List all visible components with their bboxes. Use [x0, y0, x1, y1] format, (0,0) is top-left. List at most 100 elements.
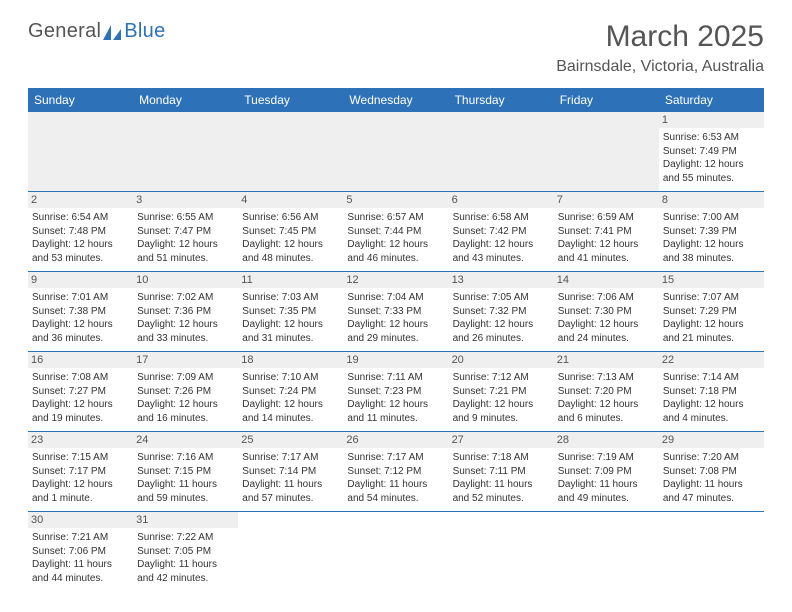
- daylight-text: Daylight: 11 hours: [137, 478, 234, 492]
- daylight-text: and 38 minutes.: [663, 252, 760, 266]
- daylight-text: and 33 minutes.: [137, 332, 234, 346]
- calendar-cell: 5Sunrise: 6:57 AMSunset: 7:44 PMDaylight…: [343, 192, 448, 272]
- daylight-text: Daylight: 12 hours: [663, 318, 760, 332]
- day-number: 5: [343, 192, 448, 208]
- day-number: 23: [28, 432, 133, 448]
- daylight-text: Daylight: 11 hours: [558, 478, 655, 492]
- daylight-text: Daylight: 12 hours: [558, 318, 655, 332]
- daylight-text: Daylight: 12 hours: [242, 238, 339, 252]
- daylight-text: Daylight: 12 hours: [347, 238, 444, 252]
- day-number: 18: [238, 352, 343, 368]
- sunrise-text: Sunrise: 7:04 AM: [347, 291, 444, 305]
- daylight-text: Daylight: 12 hours: [663, 158, 760, 172]
- calendar-cell: 23Sunrise: 7:15 AMSunset: 7:17 PMDayligh…: [28, 432, 133, 512]
- day-header: Sunday: [28, 88, 133, 112]
- day-number: 24: [133, 432, 238, 448]
- day-number: 9: [28, 272, 133, 288]
- day-number: 15: [659, 272, 764, 288]
- daylight-text: and 31 minutes.: [242, 332, 339, 346]
- sunrise-text: Sunrise: 7:13 AM: [558, 371, 655, 385]
- sunset-text: Sunset: 7:08 PM: [663, 465, 760, 479]
- calendar-table: SundayMondayTuesdayWednesdayThursdayFrid…: [28, 88, 764, 591]
- sunset-text: Sunset: 7:36 PM: [137, 305, 234, 319]
- daylight-text: and 46 minutes.: [347, 252, 444, 266]
- sunrise-text: Sunrise: 7:02 AM: [137, 291, 234, 305]
- day-number: 14: [554, 272, 659, 288]
- sunset-text: Sunset: 7:23 PM: [347, 385, 444, 399]
- sunset-text: Sunset: 7:15 PM: [137, 465, 234, 479]
- calendar-cell: 28Sunrise: 7:19 AMSunset: 7:09 PMDayligh…: [554, 432, 659, 512]
- calendar-week: 30Sunrise: 7:21 AMSunset: 7:06 PMDayligh…: [28, 512, 764, 592]
- day-number: 6: [449, 192, 554, 208]
- calendar-cell: [554, 512, 659, 592]
- daylight-text: Daylight: 12 hours: [242, 398, 339, 412]
- calendar-cell: 16Sunrise: 7:08 AMSunset: 7:27 PMDayligh…: [28, 352, 133, 432]
- calendar-cell: 19Sunrise: 7:11 AMSunset: 7:23 PMDayligh…: [343, 352, 448, 432]
- daylight-text: and 51 minutes.: [137, 252, 234, 266]
- daylight-text: Daylight: 11 hours: [453, 478, 550, 492]
- daylight-text: Daylight: 12 hours: [558, 398, 655, 412]
- day-number: 27: [449, 432, 554, 448]
- sunrise-text: Sunrise: 7:09 AM: [137, 371, 234, 385]
- daylight-text: Daylight: 12 hours: [32, 238, 129, 252]
- calendar-cell: [449, 112, 554, 192]
- sail-icon: [103, 24, 123, 40]
- sunset-text: Sunset: 7:11 PM: [453, 465, 550, 479]
- daylight-text: Daylight: 12 hours: [137, 318, 234, 332]
- sunrise-text: Sunrise: 7:01 AM: [32, 291, 129, 305]
- daylight-text: and 53 minutes.: [32, 252, 129, 266]
- sunset-text: Sunset: 7:49 PM: [663, 145, 760, 159]
- calendar-week: 16Sunrise: 7:08 AMSunset: 7:27 PMDayligh…: [28, 352, 764, 432]
- day-number: 21: [554, 352, 659, 368]
- daylight-text: Daylight: 11 hours: [347, 478, 444, 492]
- calendar-cell: [28, 112, 133, 192]
- calendar-cell: [343, 112, 448, 192]
- daylight-text: and 42 minutes.: [137, 572, 234, 586]
- sunset-text: Sunset: 7:45 PM: [242, 225, 339, 239]
- daylight-text: and 29 minutes.: [347, 332, 444, 346]
- calendar-cell: 20Sunrise: 7:12 AMSunset: 7:21 PMDayligh…: [449, 352, 554, 432]
- sunset-text: Sunset: 7:35 PM: [242, 305, 339, 319]
- calendar-cell: 29Sunrise: 7:20 AMSunset: 7:08 PMDayligh…: [659, 432, 764, 512]
- day-header: Friday: [554, 88, 659, 112]
- day-number: 25: [238, 432, 343, 448]
- daylight-text: and 16 minutes.: [137, 412, 234, 426]
- sunrise-text: Sunrise: 7:14 AM: [663, 371, 760, 385]
- day-header: Monday: [133, 88, 238, 112]
- calendar-week: 2Sunrise: 6:54 AMSunset: 7:48 PMDaylight…: [28, 192, 764, 272]
- sunrise-text: Sunrise: 7:19 AM: [558, 451, 655, 465]
- day-header: Thursday: [449, 88, 554, 112]
- daylight-text: Daylight: 12 hours: [137, 238, 234, 252]
- daylight-text: and 21 minutes.: [663, 332, 760, 346]
- sunrise-text: Sunrise: 7:03 AM: [242, 291, 339, 305]
- day-number: 1: [659, 112, 764, 128]
- daylight-text: and 48 minutes.: [242, 252, 339, 266]
- sunrise-text: Sunrise: 7:20 AM: [663, 451, 760, 465]
- sunset-text: Sunset: 7:27 PM: [32, 385, 129, 399]
- calendar-cell: 4Sunrise: 6:56 AMSunset: 7:45 PMDaylight…: [238, 192, 343, 272]
- calendar-cell: 31Sunrise: 7:22 AMSunset: 7:05 PMDayligh…: [133, 512, 238, 592]
- sunrise-text: Sunrise: 7:08 AM: [32, 371, 129, 385]
- calendar-cell: 8Sunrise: 7:00 AMSunset: 7:39 PMDaylight…: [659, 192, 764, 272]
- calendar-week: 1Sunrise: 6:53 AMSunset: 7:49 PMDaylight…: [28, 112, 764, 192]
- daylight-text: and 57 minutes.: [242, 492, 339, 506]
- day-number: 3: [133, 192, 238, 208]
- daylight-text: Daylight: 12 hours: [453, 238, 550, 252]
- sunset-text: Sunset: 7:06 PM: [32, 545, 129, 559]
- calendar-cell: 2Sunrise: 6:54 AMSunset: 7:48 PMDaylight…: [28, 192, 133, 272]
- daylight-text: and 36 minutes.: [32, 332, 129, 346]
- daylight-text: and 1 minute.: [32, 492, 129, 506]
- day-number: 30: [28, 512, 133, 528]
- sunrise-text: Sunrise: 7:17 AM: [347, 451, 444, 465]
- day-header: Saturday: [659, 88, 764, 112]
- sunrise-text: Sunrise: 7:07 AM: [663, 291, 760, 305]
- calendar-cell: 25Sunrise: 7:17 AMSunset: 7:14 PMDayligh…: [238, 432, 343, 512]
- daylight-text: Daylight: 12 hours: [32, 318, 129, 332]
- daylight-text: and 24 minutes.: [558, 332, 655, 346]
- daylight-text: and 49 minutes.: [558, 492, 655, 506]
- sunset-text: Sunset: 7:32 PM: [453, 305, 550, 319]
- sunset-text: Sunset: 7:12 PM: [347, 465, 444, 479]
- day-number: 12: [343, 272, 448, 288]
- daylight-text: Daylight: 11 hours: [32, 558, 129, 572]
- sunset-text: Sunset: 7:09 PM: [558, 465, 655, 479]
